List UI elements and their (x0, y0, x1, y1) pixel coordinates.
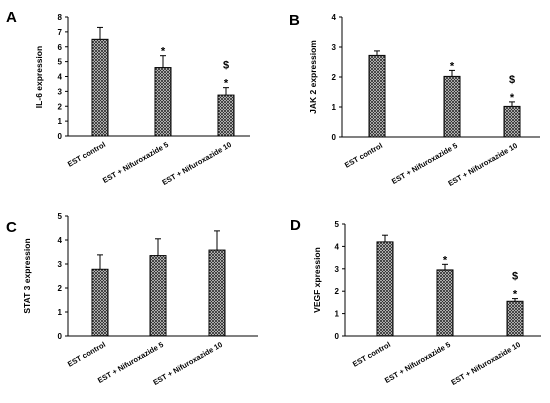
y-tick-label: 0 (332, 133, 337, 142)
y-tick-label: 7 (58, 28, 63, 37)
y-tick-label: 3 (58, 260, 63, 269)
significance-marker: * (513, 289, 518, 301)
bar (436, 269, 454, 337)
y-tick-label: 2 (58, 102, 63, 111)
y-tick-label: 0 (335, 332, 340, 341)
panel-d: D VEGF xpression 0 1 2 3 4 5 EST control * EST + N… (290, 217, 541, 387)
y-axis-label: IL-6 expression (34, 46, 44, 108)
panel-a: A IL-6 expression 0 1 2 3 4 5 6 7 8 EST control * EST… (6, 9, 250, 187)
panel-letter: C (6, 219, 17, 236)
significance-marker: $ (509, 74, 515, 86)
bar (208, 249, 226, 337)
bar (154, 67, 172, 137)
significance-marker: * (450, 60, 455, 72)
category-label: EST control (66, 140, 107, 169)
y-axis-label: JAK 2 expressiom (308, 40, 318, 114)
y-tick-label: 5 (58, 58, 63, 67)
y-tick-label: 1 (332, 103, 337, 112)
y-tick-label: 6 (58, 43, 63, 52)
y-tick-label: 8 (58, 13, 63, 22)
category-label: EST + Nifuroxazide 10 (449, 340, 522, 387)
y-tick-label: 2 (332, 73, 337, 82)
y-axis-label: STAT 3 expression (22, 238, 32, 313)
panel-letter: B (289, 12, 300, 29)
significance-marker: $ (512, 271, 518, 283)
y-tick-label: 4 (58, 73, 63, 82)
category-label: EST control (351, 340, 392, 369)
y-tick-label: 5 (58, 212, 63, 221)
y-tick-label: 3 (58, 87, 63, 96)
bar (376, 241, 394, 337)
y-tick-label: 3 (332, 43, 337, 52)
y-tick-label: 1 (335, 310, 340, 319)
significance-marker: * (510, 92, 515, 104)
y-tick-label: 0 (58, 332, 63, 341)
y-tick-label: 2 (58, 284, 63, 293)
significance-marker: * (161, 46, 166, 58)
y-axis-label: VEGF xpression (312, 247, 322, 313)
significance-marker: * (443, 254, 448, 266)
bar (506, 300, 524, 337)
category-label: EST + Nifuroxazide 5 (101, 140, 170, 185)
panel-letter: A (6, 9, 17, 26)
bar (217, 94, 235, 137)
bar (368, 54, 386, 138)
y-tick-label: 4 (332, 13, 337, 22)
y-tick-label: 1 (58, 117, 63, 126)
bar (91, 38, 109, 137)
y-tick-label: 4 (58, 236, 63, 245)
significance-marker: $ (223, 60, 229, 72)
y-tick-label: 4 (335, 242, 340, 251)
category-label: EST + Nifuroxazide 5 (383, 340, 452, 385)
significance-marker: * (224, 78, 229, 90)
y-tick-label: 3 (335, 265, 340, 274)
bar (443, 75, 461, 138)
y-tick-label: 1 (58, 308, 63, 317)
category-label: EST + Nifuroxazide 10 (160, 140, 233, 187)
y-tick-label: 0 (58, 132, 63, 141)
y-tick-label: 5 (335, 220, 340, 229)
panel-letter: D (290, 217, 301, 234)
bar (91, 268, 109, 337)
category-label: EST control (343, 141, 384, 170)
bar (503, 105, 521, 138)
y-tick-label: 2 (335, 287, 340, 296)
category-label: EST control (66, 340, 107, 369)
bar (149, 255, 167, 337)
